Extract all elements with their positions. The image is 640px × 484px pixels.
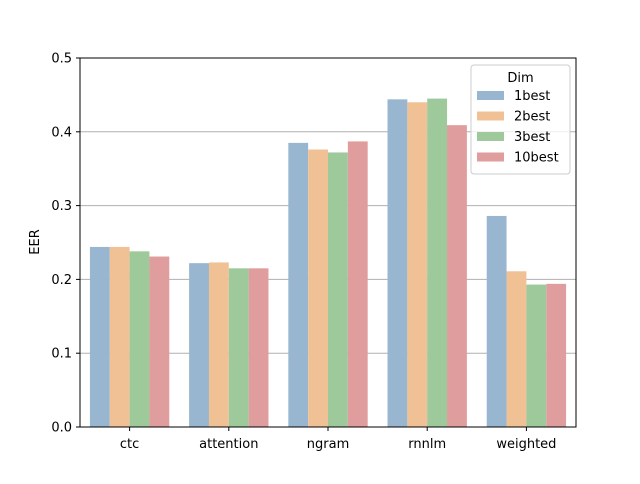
bar-2best-ctc xyxy=(109,246,130,427)
bar-3best-ngram xyxy=(328,152,348,428)
bar-2best-ngram xyxy=(308,149,328,427)
legend-swatch-2best xyxy=(477,111,504,121)
legend-swatch-10best xyxy=(477,152,504,162)
y-tick-label: 0.2 xyxy=(51,273,72,288)
bar-2best-weighted xyxy=(506,271,527,427)
x-tick-label: weighted xyxy=(496,437,556,452)
legend-label-3best: 3best xyxy=(514,130,550,145)
bar-10best-ngram xyxy=(347,141,368,428)
legend-label-10best: 10best xyxy=(514,151,559,166)
y-axis: 0.0 0.1 0.2 0.3 0.4 0.5 xyxy=(51,52,80,436)
x-tick-label: attention xyxy=(199,437,258,452)
legend-label-2best: 2best xyxy=(514,110,550,125)
bar-10best-weighted xyxy=(546,283,567,427)
legend-swatch-1best xyxy=(477,91,504,100)
bar-1best-ctc xyxy=(89,246,110,427)
x-tick-label: ngram xyxy=(307,437,349,452)
bar-10best-ctc xyxy=(149,256,170,427)
y-tick-label: 0.1 xyxy=(51,347,72,362)
y-tick-label: 0.4 xyxy=(51,125,72,140)
bar-1best-rnnlm xyxy=(387,99,408,427)
x-axis: ctc attention ngram rnnlm weighted xyxy=(120,427,556,452)
bar-3best-rnnlm xyxy=(427,98,448,427)
bar-2best-rnnlm xyxy=(407,102,428,427)
bar-1best-attention xyxy=(189,263,209,427)
bar-1best-weighted xyxy=(486,215,507,427)
bar-2best-attention xyxy=(208,262,229,427)
y-tick-label: 0.5 xyxy=(51,52,72,67)
legend: Dim 1best 2best 3best 10best xyxy=(470,64,571,175)
bar-10best-rnnlm xyxy=(447,125,467,428)
legend-label-1best: 1best xyxy=(514,89,550,104)
bar-10best-attention xyxy=(248,268,269,427)
legend-swatch-3best xyxy=(477,132,504,141)
y-axis-label: EER xyxy=(28,229,43,254)
bar-1best-ngram xyxy=(288,142,309,427)
bars xyxy=(89,98,567,428)
bar-3best-weighted xyxy=(526,284,547,427)
x-tick-label: rnnlm xyxy=(408,437,446,452)
x-tick-label: ctc xyxy=(120,437,139,452)
y-tick-label: 0.3 xyxy=(51,199,72,214)
bar-3best-ctc xyxy=(129,251,150,427)
y-tick-label: 0.0 xyxy=(51,421,72,436)
bar-3best-attention xyxy=(228,268,249,427)
legend-title: Dim xyxy=(507,71,533,86)
